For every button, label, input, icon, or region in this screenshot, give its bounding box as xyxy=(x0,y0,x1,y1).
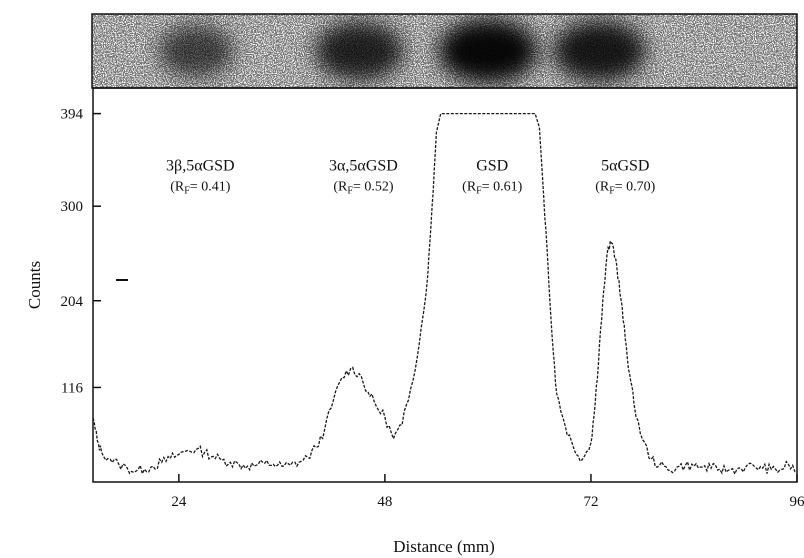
peak-rf-label: (RF= 0.52) xyxy=(333,180,393,197)
peak-rf-label: (RF= 0.70) xyxy=(595,180,655,197)
peak-annotations: 3β,5αGSD(RF= 0.41)3α,5αGSD(RF= 0.52)GSD(… xyxy=(166,158,656,197)
x-axis-title: Distance (mm) xyxy=(393,537,495,556)
rf-subscript: F xyxy=(347,186,353,197)
gel-spot xyxy=(158,24,234,78)
x-tick-label: 96 xyxy=(790,494,804,510)
rf-subscript: F xyxy=(609,186,615,197)
gel-spot xyxy=(437,19,538,83)
y-tick-label: 394 xyxy=(61,107,84,123)
plot-frame xyxy=(92,87,798,483)
y-axis-title: Counts xyxy=(25,261,44,309)
gel-strip xyxy=(92,14,797,88)
rf-prefix: (R xyxy=(462,180,477,195)
peak-label: 3α,5αGSD xyxy=(329,158,398,175)
rf-subscript: F xyxy=(184,186,190,197)
rf-prefix: (R xyxy=(333,180,348,195)
rf-value: = 0.41) xyxy=(190,180,231,195)
y-tick-label: 300 xyxy=(61,199,84,215)
rf-value: = 0.52) xyxy=(353,180,394,195)
peak-label: 5αGSD xyxy=(601,158,649,175)
gel-spot xyxy=(552,20,647,82)
y-tick-label: 204 xyxy=(61,294,84,310)
peak-rf-label: (RF= 0.41) xyxy=(170,180,230,197)
x-tick-label: 72 xyxy=(583,494,598,510)
series-line xyxy=(92,112,798,476)
rf-value: = 0.61) xyxy=(482,180,523,195)
rf-prefix: (R xyxy=(595,180,610,195)
gel-spots xyxy=(158,19,647,83)
x-tick-label: 24 xyxy=(171,494,187,510)
rf-value: = 0.70) xyxy=(615,180,656,195)
peak-label: 3β,5αGSD xyxy=(166,158,235,175)
x-axis-ticks: 24 48 72 96 xyxy=(171,474,804,510)
rf-prefix: (R xyxy=(170,180,185,195)
peak-rf-label: (RF= 0.61) xyxy=(462,180,522,197)
y-axis-ticks: 116 204 300 394 xyxy=(61,107,101,396)
gel-spot xyxy=(314,21,404,81)
y-tick-label: 116 xyxy=(61,380,83,396)
rf-subscript: F xyxy=(476,186,482,197)
x-tick-label: 48 xyxy=(377,494,392,510)
peak-label: GSD xyxy=(476,158,508,175)
